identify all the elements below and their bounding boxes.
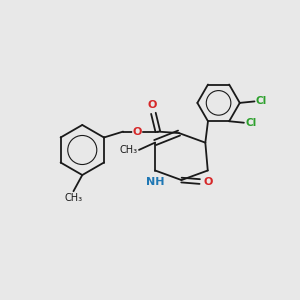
- Text: Cl: Cl: [245, 118, 256, 128]
- Text: NH: NH: [146, 177, 164, 187]
- Text: O: O: [203, 176, 213, 187]
- Text: O: O: [133, 127, 142, 136]
- Text: CH₃: CH₃: [119, 145, 137, 155]
- Text: Cl: Cl: [256, 96, 267, 106]
- Text: O: O: [147, 100, 157, 110]
- Text: CH₃: CH₃: [64, 193, 82, 203]
